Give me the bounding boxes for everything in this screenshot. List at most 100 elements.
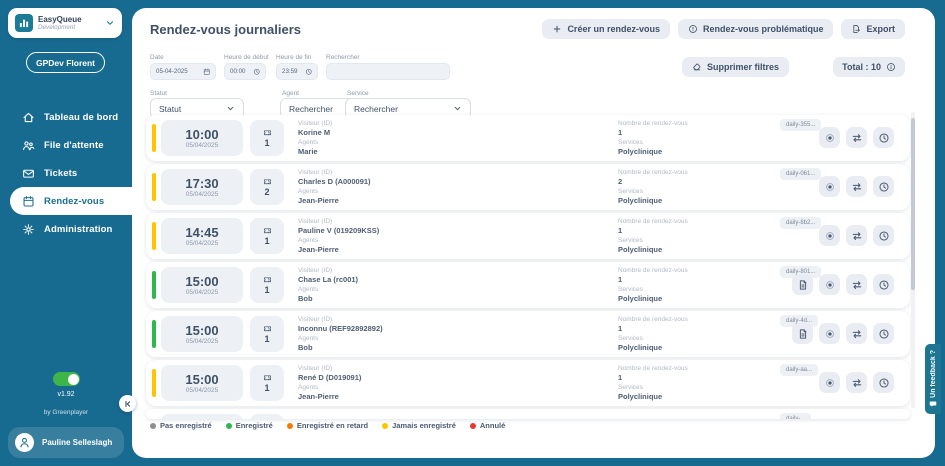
document-icon	[797, 328, 809, 340]
scrollbar-track[interactable]	[911, 112, 915, 408]
status-action-button[interactable]	[819, 274, 840, 295]
sidebar-item-tickets[interactable]: Tickets	[0, 159, 132, 187]
transfer-icon	[851, 377, 863, 389]
end-time-input[interactable]: 23:59	[276, 63, 318, 80]
ticket-count: 1	[264, 236, 270, 246]
visitor-name: Inconnu (REF92892892)	[298, 324, 383, 333]
header-actions: Créer un rendez-vous Rendez-vous problém…	[542, 19, 905, 39]
sidebar-nav: Tableau de bord File d'attente Tickets R…	[0, 103, 132, 243]
status-select-value: Statut	[159, 103, 182, 114]
clock-icon	[305, 68, 313, 76]
ticket-count: 1	[264, 285, 270, 295]
appointment-time: 10:00	[185, 126, 219, 142]
agents-label: Agents	[298, 285, 319, 293]
app-switcher[interactable]: EasyQueue Development	[8, 8, 122, 38]
appointment-list: 10:00 05/04/2025 1 Visiteur (ID) Korine …	[146, 115, 910, 419]
ticket-count: 2	[264, 187, 270, 197]
appointment-id-badge: daily-801...	[780, 266, 822, 278]
appointment-time: 15:00	[185, 371, 219, 387]
clock-action-button[interactable]	[873, 274, 894, 295]
start-time-input[interactable]: 00:00	[224, 63, 266, 80]
clock-icon	[878, 279, 890, 291]
appointment-row-partial[interactable]: daily-...	[146, 409, 910, 419]
document-action-button[interactable]	[792, 274, 813, 295]
feedback-tab[interactable]: Un feedback ?	[925, 344, 941, 414]
header-action-cr-er-un-rendez-vous[interactable]: Créer un rendez-vous	[542, 19, 670, 39]
clock-action-button[interactable]	[873, 225, 894, 246]
header-action-rendez-vous-probl-matique[interactable]: Rendez-vous problématique	[677, 19, 834, 39]
clock-action-button[interactable]	[873, 176, 894, 197]
scrollbar-thumb[interactable]	[911, 118, 915, 290]
status-action-button[interactable]	[819, 127, 840, 148]
appointment-date: 05/04/2025	[185, 141, 219, 149]
sidebar-item-tableau-de-bord[interactable]: Tableau de bord	[0, 103, 132, 131]
end-time-value: 23:59	[282, 68, 298, 75]
appointment-time-box: 15:00 05/04/2025	[161, 267, 243, 303]
status-action-button[interactable]	[819, 323, 840, 344]
appointment-row[interactable]: 15:00 05/04/2025 1 Visiteur (ID) Chase L…	[146, 262, 910, 308]
service-label: Service	[347, 90, 369, 97]
document-icon	[797, 279, 809, 291]
header-action-export[interactable]: Export	[841, 19, 905, 39]
visitor-name: Pauline V (019209KSS)	[298, 226, 380, 235]
sidebar-item-file-d-attente[interactable]: File d'attente	[0, 131, 132, 159]
sidebar-collapse-button[interactable]	[119, 395, 136, 412]
appointment-id-badge: daily-8b2...	[780, 217, 822, 229]
clock-action-button[interactable]	[873, 127, 894, 148]
home-icon	[22, 111, 35, 124]
appointment-row[interactable]: 15:00 05/04/2025 1 Visiteur (ID) Inconnu…	[146, 311, 910, 357]
total-count-chip: Total : 10	[833, 57, 905, 77]
transfer-action-button[interactable]	[846, 372, 867, 393]
search-input[interactable]	[332, 68, 444, 75]
sidebar-item-administration[interactable]: Administration	[0, 215, 132, 243]
chevron-down-icon	[105, 18, 115, 28]
transfer-action-button[interactable]	[846, 176, 867, 197]
ticket-icon	[263, 177, 272, 186]
transfer-action-button[interactable]	[846, 225, 867, 246]
service-name: Polyclinique	[618, 195, 663, 205]
appointment-row[interactable]: 14:45 05/04/2025 1 Visiteur (ID) Pauline…	[146, 213, 910, 259]
agent-name: Jean-Pierre	[298, 391, 339, 401]
theme-toggle[interactable]	[53, 372, 80, 386]
clock-action-button[interactable]	[873, 323, 894, 344]
appointment-time-box: 15:00 05/04/2025	[161, 316, 243, 352]
transfer-icon	[851, 328, 863, 340]
user-menu[interactable]: Pauline Selleslagh	[8, 427, 124, 458]
appointment-date: 05/04/2025	[185, 190, 219, 198]
user-name: Pauline Selleslagh	[42, 438, 113, 447]
appointment-row[interactable]: 17:30 05/04/2025 2 Visiteur (ID) Charles…	[146, 164, 910, 210]
toggle-knob	[67, 373, 79, 385]
app-environment: Development	[38, 24, 76, 31]
visitor-label: Visiteur (ID)	[298, 365, 333, 372]
transfer-action-button[interactable]	[846, 323, 867, 344]
status-bar	[152, 369, 156, 397]
ticket-count: 1	[264, 383, 270, 393]
visitor-name: Chase La (rc001)	[298, 275, 359, 284]
header-action-label: Rendez-vous problématique	[702, 24, 824, 34]
ticket-count-box: 1	[250, 267, 284, 303]
count-label: Nombre de rendez-vous	[618, 169, 688, 176]
transfer-action-button[interactable]	[846, 127, 867, 148]
transfer-action-button[interactable]	[846, 274, 867, 295]
gear-icon	[22, 223, 35, 236]
agents-label: Agents	[298, 236, 319, 244]
clear-filters-button[interactable]: Supprimer filtres	[681, 57, 789, 77]
appointment-row[interactable]: 10:00 05/04/2025 1 Visiteur (ID) Korine …	[146, 115, 910, 161]
sidebar-item-label: Administration	[44, 223, 113, 235]
sidebar-item-rendez-vous[interactable]: Rendez-vous	[10, 187, 132, 215]
services-label: Services	[618, 383, 643, 391]
document-action-button[interactable]	[792, 323, 813, 344]
clock-action-button[interactable]	[873, 372, 894, 393]
status-action-button[interactable]	[819, 176, 840, 197]
status-action-button[interactable]	[819, 225, 840, 246]
appointment-row[interactable]: 15:00 05/04/2025 1 Visiteur (ID) René D …	[146, 360, 910, 406]
ticket-count-box: 1	[250, 218, 284, 254]
row-actions	[792, 323, 894, 344]
app-name: EasyQueue	[38, 15, 82, 24]
status-action-button[interactable]	[819, 372, 840, 393]
sidebar-item-label: File d'attente	[44, 139, 104, 151]
agent-select-value: Rechercher	[289, 103, 333, 114]
date-input[interactable]: 05-04-2025	[150, 63, 216, 80]
org-button[interactable]: GPDev Florent	[26, 52, 105, 73]
transfer-icon	[851, 132, 863, 144]
